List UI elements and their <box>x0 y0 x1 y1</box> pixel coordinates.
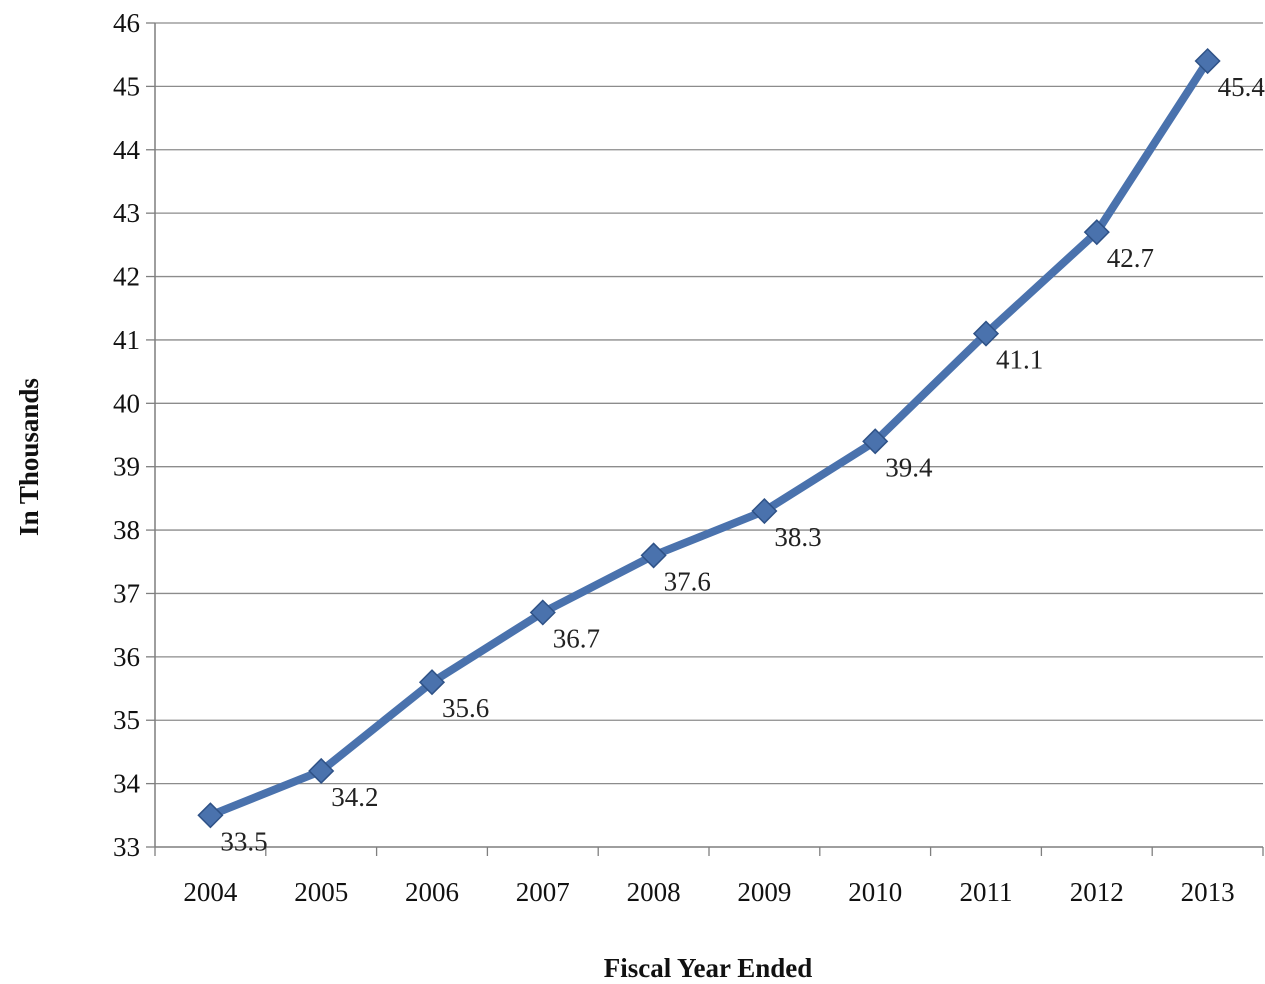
y-axis-title: In Thousands <box>14 378 44 536</box>
data-label: 45.4 <box>1218 72 1265 102</box>
data-point-marker <box>862 428 889 455</box>
x-tick-label: 2013 <box>1181 877 1235 907</box>
data-point-marker <box>418 669 446 696</box>
data-label: 42.7 <box>1107 243 1154 273</box>
y-tick-label: 34 <box>113 769 141 799</box>
data-label: 34.2 <box>331 782 378 812</box>
data-label: 39.4 <box>885 452 933 482</box>
x-tick-label: 2005 <box>294 877 348 907</box>
y-tick-label: 40 <box>113 388 140 418</box>
x-tick-label: 2009 <box>737 877 791 907</box>
x-tick-labels: 2004 2005 2006 2007 2008 2009 2010 2011 2012 2013 <box>183 877 1234 907</box>
y-tick-label: 43 <box>113 198 140 228</box>
data-point-marker <box>1194 47 1221 75</box>
markers <box>197 47 1221 829</box>
x-tick-label: 2010 <box>848 877 902 907</box>
data-label: 35.6 <box>442 693 489 723</box>
data-point-marker <box>751 498 778 525</box>
grid <box>155 22 1263 785</box>
axes <box>146 22 1264 856</box>
y-tick-label: 35 <box>113 705 140 735</box>
x-tick-label: 2012 <box>1070 877 1124 907</box>
series-line-group <box>206 57 1212 820</box>
y-tick-label: 37 <box>113 578 140 608</box>
data-labels: 33.5 34.2 35.6 36.7 37.6 38.3 39.4 41.1 42.7 45.4 <box>220 72 1265 856</box>
y-tick-label: 38 <box>113 515 140 545</box>
y-tick-label: 45 <box>113 71 140 101</box>
x-axis-title: Fiscal Year Ended <box>604 953 813 983</box>
data-point-marker <box>1083 219 1110 246</box>
data-label: 33.5 <box>220 826 267 856</box>
y-tick-label: 33 <box>113 832 140 862</box>
data-point-marker <box>640 542 667 569</box>
data-point-marker <box>308 757 335 784</box>
y-tick-label: 36 <box>113 642 140 672</box>
data-point-marker <box>197 802 224 829</box>
y-tick-label: 46 <box>113 8 140 38</box>
y-tick-label: 41 <box>113 325 140 355</box>
x-tick-label: 2007 <box>516 877 570 907</box>
y-tick-label: 44 <box>113 135 141 165</box>
data-point-marker <box>972 320 1000 347</box>
data-label: 36.7 <box>553 623 600 653</box>
y-tick-labels: 33 34 35 36 37 38 39 40 41 42 43 44 45 46 <box>113 8 141 862</box>
series-line <box>206 57 1212 820</box>
y-tick-label: 39 <box>113 452 140 482</box>
data-label: 37.6 <box>664 566 711 596</box>
x-tick-label: 2004 <box>183 877 238 907</box>
data-label: 41.1 <box>996 345 1043 375</box>
x-tick-label: 2006 <box>405 877 459 907</box>
data-point-marker <box>529 599 556 626</box>
y-tick-label: 42 <box>113 262 140 292</box>
x-tick-label: 2011 <box>960 877 1013 907</box>
x-tick-label: 2008 <box>627 877 681 907</box>
data-label: 38.3 <box>774 522 821 552</box>
